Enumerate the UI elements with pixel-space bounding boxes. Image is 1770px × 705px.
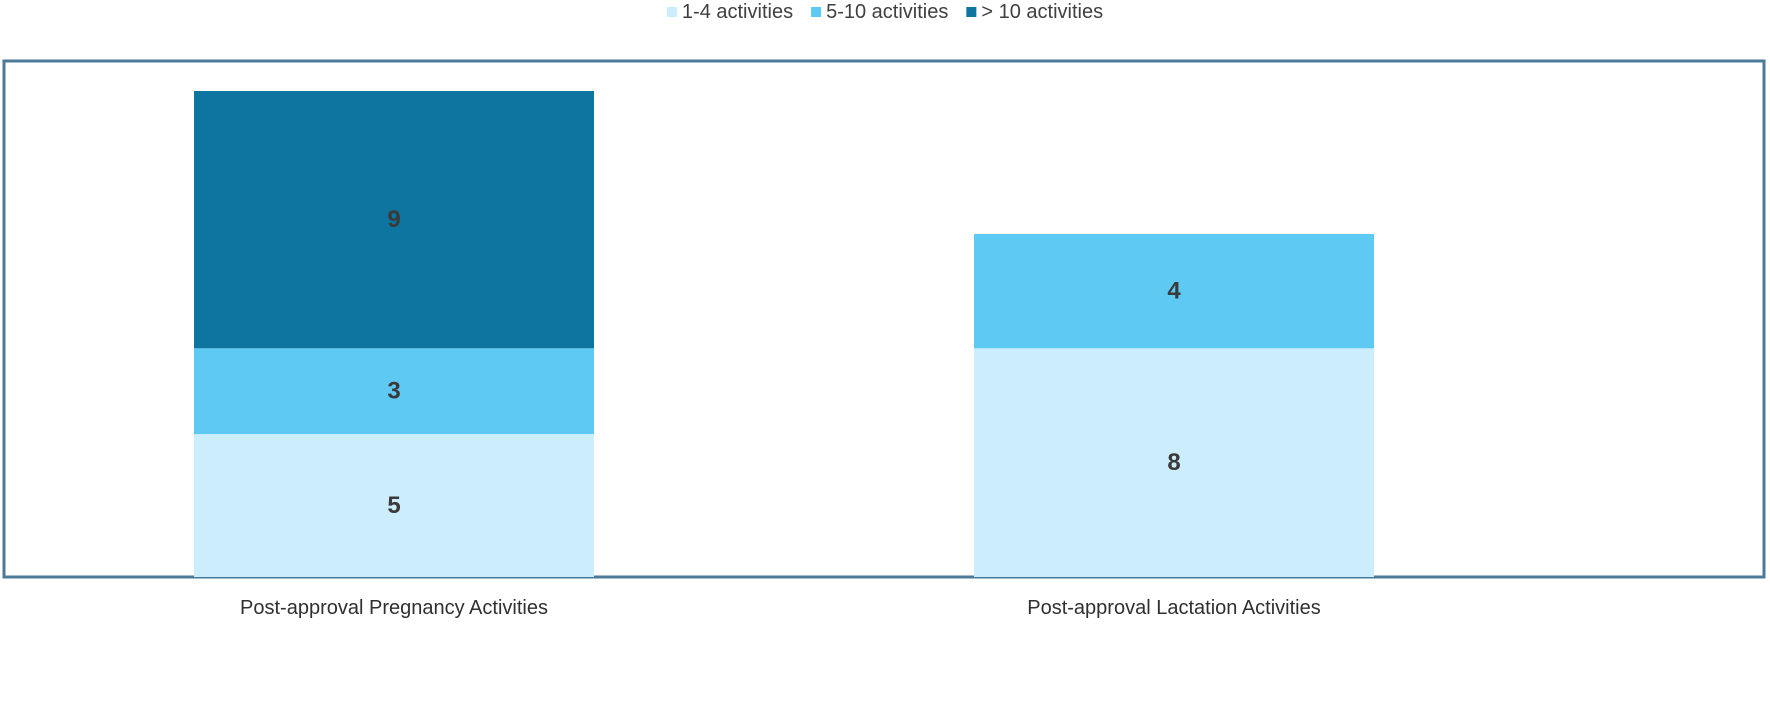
data-label: 4 bbox=[1167, 278, 1181, 305]
legend-item-10-activities: > 10 activities bbox=[966, 1, 1103, 23]
bar-segment-1-4-activities-1 bbox=[194, 434, 594, 577]
data-label: 5 bbox=[387, 492, 400, 519]
legend-label: 5-10 activities bbox=[826, 1, 948, 23]
data-label: 3 bbox=[387, 378, 400, 405]
data-label: 8 bbox=[1167, 449, 1180, 476]
category-axis-labels: Post-approval Pregnancy Activities Post-a… bbox=[240, 597, 1321, 619]
legend-item-5-10-activities: 5-10 activities bbox=[811, 1, 948, 23]
data-label: 9 bbox=[387, 206, 400, 233]
legend-label: > 10 activities bbox=[981, 1, 1103, 23]
bar-segment-10-activities-1 bbox=[194, 91, 594, 349]
legend-item-1-4-activities: 1-4 activities bbox=[666, 1, 793, 23]
bar-segment-1-4-activities-2 bbox=[974, 348, 1374, 577]
bar-segment-5-10-activities-2 bbox=[974, 233, 1374, 349]
chart-legend: 1-4 activities 5-10 activities > 10 activi… bbox=[666, 1, 1103, 23]
bar-segment-5-10-activities-1 bbox=[194, 348, 594, 435]
plot-area-frame bbox=[2, 59, 1766, 579]
legend-swatch bbox=[966, 7, 977, 17]
legend-swatch bbox=[811, 7, 822, 17]
bars-group bbox=[194, 91, 1374, 577]
legend-swatch bbox=[666, 7, 677, 17]
category-label: Post-approval Pregnancy Activities bbox=[240, 597, 548, 619]
data-labels-group: 5 3 9 8 4 bbox=[387, 206, 1181, 519]
legend-label: 1-4 activities bbox=[682, 1, 793, 23]
category-label: Post-approval Lactation Activities bbox=[1027, 597, 1321, 619]
